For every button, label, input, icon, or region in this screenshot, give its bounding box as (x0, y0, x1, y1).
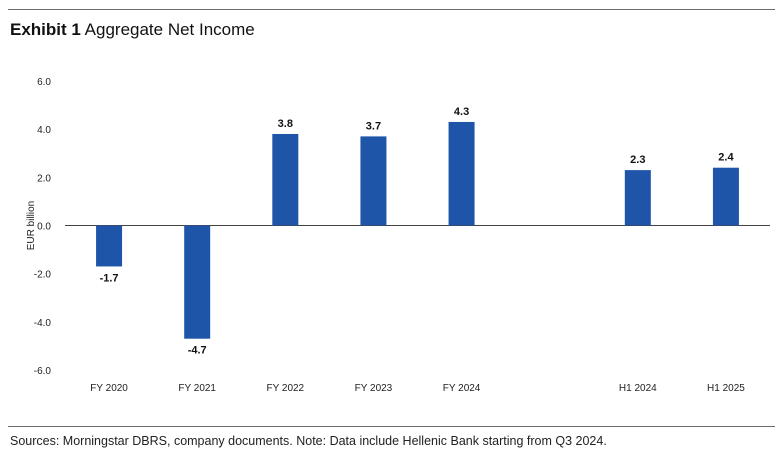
y-tick-label: -2.0 (34, 270, 52, 281)
data-label: 2.4 (718, 152, 734, 164)
footnote: Sources: Morningstar DBRS, company docum… (10, 434, 607, 448)
data-label: -4.7 (188, 345, 207, 357)
bar (448, 121, 475, 226)
y-tick-label: 0.0 (37, 222, 51, 233)
y-tick-label: -4.0 (34, 318, 52, 329)
data-label: -1.7 (100, 272, 119, 284)
bar (624, 170, 651, 226)
x-tick-label: H1 2024 (619, 383, 657, 394)
x-tick-label: FY 2023 (355, 383, 393, 394)
bar (96, 225, 123, 267)
x-tick-label: FY 2024 (443, 383, 481, 394)
top-rule (8, 9, 775, 10)
bar (712, 167, 739, 226)
data-label: 4.3 (454, 106, 469, 118)
data-label: 2.3 (630, 154, 645, 166)
y-tick-label: 6.0 (37, 77, 51, 88)
bar (184, 225, 211, 339)
x-tick-label: FY 2020 (90, 383, 128, 394)
y-axis-title: EUR billion (26, 201, 37, 250)
x-tick-label: FY 2022 (267, 383, 305, 394)
x-tick-label: FY 2021 (178, 383, 216, 394)
chart-title: Exhibit 1 Aggregate Net Income (10, 20, 255, 40)
data-label: 3.8 (278, 118, 293, 130)
exhibit-number: Exhibit 1 (10, 20, 81, 39)
y-tick-label: -6.0 (34, 366, 52, 377)
data-label: 3.7 (366, 120, 381, 132)
bottom-rule (8, 426, 775, 427)
bar (272, 133, 299, 226)
y-tick-label: 4.0 (37, 125, 51, 136)
x-tick-label: H1 2025 (707, 383, 745, 394)
bar (360, 136, 387, 226)
exhibit-title: Aggregate Net Income (84, 20, 255, 39)
y-tick-label: 2.0 (37, 173, 51, 184)
